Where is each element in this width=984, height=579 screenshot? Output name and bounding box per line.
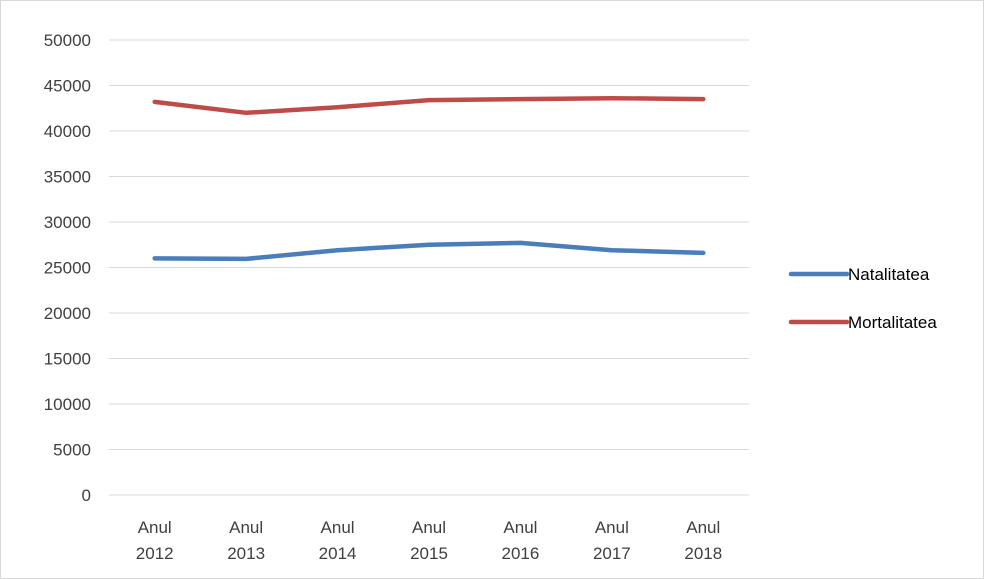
y-tick-label: 10000 (44, 395, 91, 414)
y-tick-label: 50000 (44, 31, 91, 50)
x-tick-label-line: Anul (229, 518, 263, 537)
x-tick-label-line: 2012 (136, 544, 174, 563)
y-tick-label: 45000 (44, 77, 91, 96)
x-tick-label-line: Anul (686, 518, 720, 537)
x-axis-ticks: Anul 2012 Anul 2013 Anul 2014 Anul 2015 Anul 2016… (136, 518, 722, 563)
x-tick-label: Anul 2015 (410, 518, 448, 563)
y-tick-label: 25000 (44, 259, 91, 278)
x-tick-label: Anul 2016 (502, 518, 540, 563)
legend-label: Mortalitatea (848, 313, 937, 332)
y-tick-label: 35000 (44, 168, 91, 187)
y-axis-ticks: 0 5000 10000 15000 20000 25000 30000 35000 40000… (44, 31, 91, 505)
y-tick-label: 5000 (53, 441, 91, 460)
y-tick-label: 20000 (44, 304, 91, 323)
series-line-mortalitatea (152, 95, 706, 116)
x-tick-label-line: 2015 (410, 544, 448, 563)
x-tick-label-line: 2017 (593, 544, 631, 563)
x-tick-label: Anul 2012 (136, 518, 174, 563)
x-tick-label: Anul 2014 (319, 518, 357, 563)
series-lines (152, 95, 706, 262)
series-line-natalitatea (152, 240, 706, 262)
x-tick-label-line: Anul (412, 518, 446, 537)
y-tick-label: 30000 (44, 213, 91, 232)
x-tick-label-line: 2016 (502, 544, 540, 563)
y-tick-label: 40000 (44, 122, 91, 141)
x-tick-label-line: Anul (138, 518, 172, 537)
x-tick-label-line: Anul (595, 518, 629, 537)
x-tick-label-line: Anul (321, 518, 355, 537)
y-tick-label: 0 (82, 486, 91, 505)
x-tick-label-line: 2014 (319, 544, 357, 563)
x-tick-label: Anul 2013 (227, 518, 265, 563)
gridlines (109, 39, 749, 496)
y-tick-label: 15000 (44, 350, 91, 369)
x-tick-label-line: Anul (503, 518, 537, 537)
legend: Natalitatea Mortalitatea (788, 265, 937, 332)
x-tick-label-line: 2018 (684, 544, 722, 563)
x-tick-label-line: 2013 (227, 544, 265, 563)
x-tick-label: Anul 2018 (684, 518, 722, 563)
legend-label: Natalitatea (848, 265, 930, 284)
x-tick-label: Anul 2017 (593, 518, 631, 563)
